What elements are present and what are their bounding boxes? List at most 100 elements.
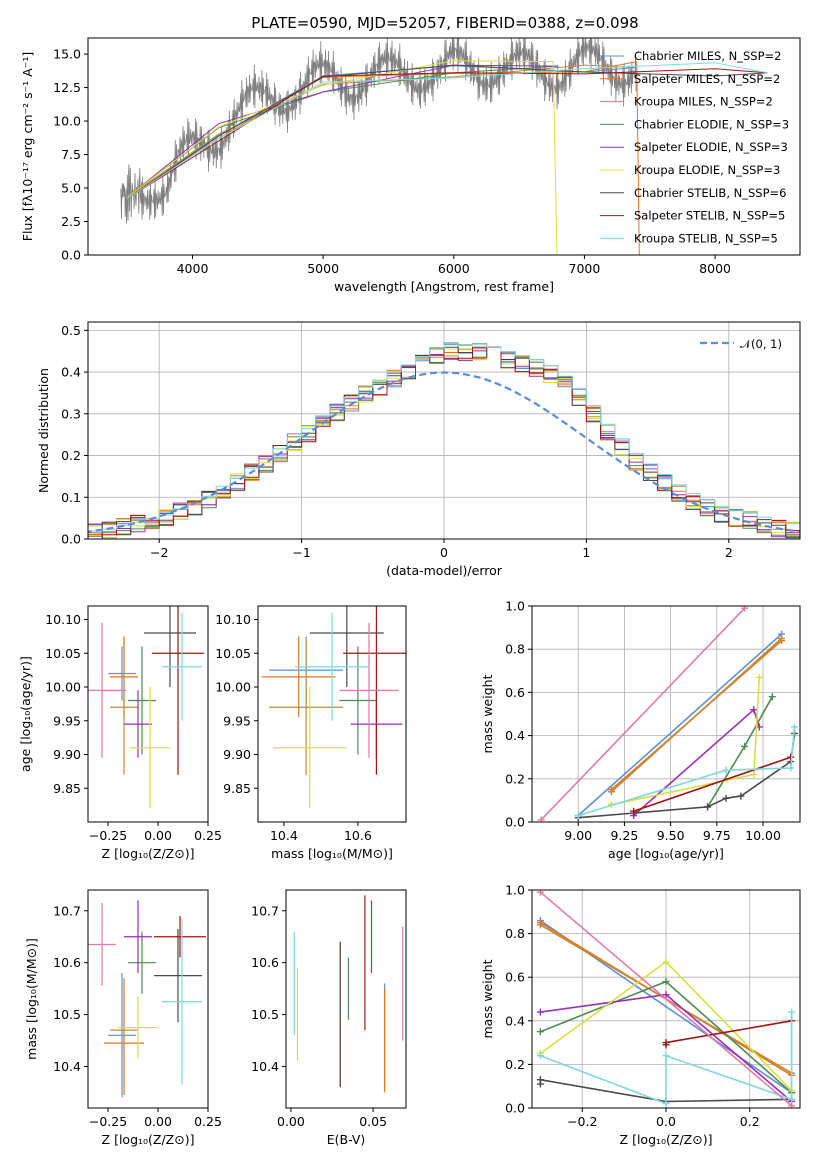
y-axis-label: mass weight bbox=[480, 959, 495, 1038]
y-tick-label: 0.4 bbox=[505, 728, 525, 743]
model-spectrum-line-7 bbox=[126, 68, 768, 200]
y-tick-label: 10.6 bbox=[53, 955, 81, 970]
plot-area bbox=[293, 895, 404, 1093]
legend-label: Chabrier ELODIE, N_SSP=3 bbox=[634, 117, 789, 131]
weight-line-8 bbox=[577, 726, 796, 817]
legend-label: 𝒩(0, 1) bbox=[740, 337, 782, 351]
x-tick-label: 5000 bbox=[307, 261, 339, 276]
plot-area bbox=[120, 38, 768, 255]
legend-label: Kroupa ELODIE, N_SSP=3 bbox=[634, 163, 780, 177]
weight-marker bbox=[536, 1076, 544, 1084]
y-tick-label: 12.5 bbox=[53, 80, 81, 95]
x-axis-label: Z [log₁₀(Z/Z⊙)] bbox=[102, 1132, 195, 1147]
weight-marker bbox=[536, 1008, 544, 1016]
y-tick-label: 9.85 bbox=[53, 781, 81, 796]
weight-marker bbox=[536, 1052, 544, 1060]
x-tick-label: 0.00 bbox=[144, 1114, 172, 1129]
y-tick-label: 0.1 bbox=[61, 490, 81, 505]
plot-area bbox=[537, 606, 798, 822]
weight-marker bbox=[787, 753, 795, 761]
x-axis-label: Z [log₁₀(Z/Z⊙)] bbox=[620, 1132, 713, 1147]
y-tick-label: 10.05 bbox=[45, 646, 81, 661]
x-tick-label: 0.00 bbox=[144, 828, 172, 843]
legend-label: Kroupa STELIB, N_SSP=5 bbox=[634, 231, 778, 245]
chart-panel-2: −0.25 0.00 0.25 9.85 9.90 9.95 10.00 10.05 10.10… bbox=[18, 605, 222, 861]
x-axis-label: E(B-V) bbox=[327, 1132, 366, 1147]
figure-title: PLATE=0590, MJD=52057, FIBERID=0388, z=0… bbox=[251, 14, 638, 32]
x-tick-label: 2 bbox=[725, 545, 733, 560]
x-tick-label: 10.00 bbox=[745, 828, 781, 843]
x-tick-label: 8000 bbox=[699, 261, 731, 276]
axes-frame bbox=[285, 889, 407, 1109]
y-tick-label: 0.6 bbox=[505, 685, 525, 700]
weight-marker bbox=[722, 766, 730, 774]
y-tick-label: 0.6 bbox=[505, 970, 525, 985]
y-tick-label: 10.7 bbox=[251, 903, 279, 918]
x-tick-label: 7000 bbox=[569, 261, 601, 276]
model-spectrum-line-8 bbox=[126, 62, 768, 200]
weight-marker bbox=[662, 1052, 670, 1060]
x-tick-label: 0 bbox=[440, 545, 448, 560]
weight-marker bbox=[741, 606, 749, 612]
x-tick-label: 0.0 bbox=[656, 1114, 676, 1129]
y-tick-label: 15.0 bbox=[53, 47, 81, 62]
weight-marker bbox=[755, 673, 763, 681]
y-tick-label: 0.0 bbox=[505, 815, 525, 830]
y-tick-label: 0.2 bbox=[61, 448, 81, 463]
y-tick-label: 0.4 bbox=[61, 365, 81, 380]
x-tick-label: 9.25 bbox=[610, 828, 638, 843]
x-axis-label: (data-model)/error bbox=[386, 563, 503, 578]
y-tick-label: 5.0 bbox=[61, 181, 81, 196]
x-tick-label: −1 bbox=[292, 545, 310, 560]
y-tick-label: 0.2 bbox=[505, 1057, 525, 1072]
x-tick-label: −0.25 bbox=[89, 1114, 127, 1129]
weight-line-0 bbox=[577, 633, 783, 817]
x-tick-label: 10.4 bbox=[270, 828, 298, 843]
y-tick-label: 1.0 bbox=[505, 599, 525, 614]
weight-marker bbox=[662, 978, 670, 986]
x-tick-label: −0.2 bbox=[567, 1114, 597, 1129]
weight-marker bbox=[788, 1095, 796, 1103]
y-tick-label: 10.7 bbox=[53, 903, 81, 918]
weight-line-5 bbox=[611, 677, 761, 806]
y-tick-label: 0.0 bbox=[61, 248, 81, 263]
axes-frame bbox=[531, 889, 801, 1109]
chart-panel-3: 10.4 10.6 9.85 9.90 9.95 10.00 10.05 10.10 mass … bbox=[215, 605, 407, 861]
chart-panel-1: −2 −1 0 1 2 0.0 0.1 0.2 0.3 0.4 0.5 (data-model)/er… bbox=[36, 321, 801, 578]
plot-area bbox=[88, 606, 204, 809]
weight-marker bbox=[704, 803, 712, 811]
y-tick-label: 10.6 bbox=[251, 955, 279, 970]
weight-marker bbox=[788, 1102, 796, 1108]
y-tick-label: 9.90 bbox=[223, 747, 251, 762]
x-tick-label: 1 bbox=[582, 545, 590, 560]
plot-area bbox=[88, 900, 206, 1098]
y-tick-label: 10.10 bbox=[45, 612, 81, 627]
model-spectrum-line-2 bbox=[126, 64, 637, 198]
y-tick-label: 9.95 bbox=[53, 713, 81, 728]
chart-panel-4: 9.00 9.25 9.50 9.75 10.00 0.0 0.2 0.4 0.6 0.8 1.0 a… bbox=[480, 599, 801, 861]
y-tick-label: 10.5 bbox=[53, 1007, 81, 1022]
weight-marker bbox=[630, 807, 638, 815]
x-tick-label: 0.00 bbox=[277, 1114, 305, 1129]
y-tick-label: 0.5 bbox=[61, 323, 81, 338]
x-axis-label: wavelength [Angstrom, rest frame] bbox=[334, 279, 554, 294]
model-spectrum-line-1 bbox=[126, 60, 640, 255]
x-tick-label: 9.00 bbox=[564, 828, 592, 843]
y-axis-label: mass weight bbox=[480, 674, 495, 753]
axes-frame bbox=[87, 605, 209, 823]
gaussian-curve bbox=[88, 371, 800, 533]
x-tick-label: 9.75 bbox=[703, 828, 731, 843]
y-tick-label: 10.5 bbox=[251, 1007, 279, 1022]
axes-frame bbox=[87, 321, 801, 540]
y-tick-label: 9.85 bbox=[223, 781, 251, 796]
plot-area bbox=[261, 606, 406, 809]
y-tick-label: 10.05 bbox=[215, 646, 251, 661]
y-tick-label: 10.0 bbox=[53, 114, 81, 129]
y-tick-label: 2.5 bbox=[61, 214, 81, 229]
y-tick-label: 0.4 bbox=[505, 1013, 525, 1028]
y-axis-label: age [log₁₀(age/yr)] bbox=[18, 656, 33, 772]
y-tick-label: 10.4 bbox=[251, 1059, 279, 1074]
weight-marker bbox=[737, 792, 745, 800]
legend-label: Chabrier MILES, N_SSP=2 bbox=[634, 49, 781, 63]
y-tick-label: 10.10 bbox=[215, 612, 251, 627]
